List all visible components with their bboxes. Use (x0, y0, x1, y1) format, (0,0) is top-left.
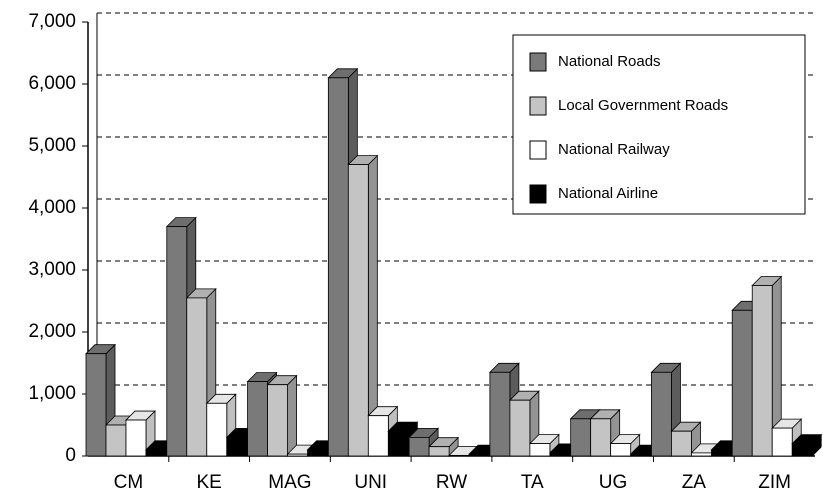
bar (791, 433, 823, 457)
legend-label: Local Government Roads (558, 97, 728, 114)
bar-front (327, 77, 349, 457)
bar-front (85, 353, 107, 457)
bar (428, 436, 460, 457)
x-tick-label: CM (114, 472, 144, 493)
bar (266, 374, 298, 457)
bar-front (731, 309, 753, 457)
y-tick-label: 5,000 (28, 135, 76, 156)
bar-front (691, 452, 712, 457)
legend-swatch (529, 184, 547, 204)
bar-front (206, 402, 228, 457)
bar-front (448, 454, 470, 457)
bar (751, 275, 783, 457)
bar-front (347, 164, 369, 457)
bar-front (509, 399, 531, 457)
legend-label: National Railway (558, 141, 670, 158)
bar-front (307, 449, 328, 457)
bar-front (651, 371, 672, 457)
bar-front (226, 436, 248, 457)
bar-front (145, 449, 167, 457)
bar (528, 433, 560, 457)
bar-side (287, 374, 297, 457)
bar-front (751, 285, 773, 457)
legend-swatch (529, 52, 547, 72)
x-tick-label: UNI (354, 472, 387, 493)
legend-label: National Airline (558, 185, 658, 202)
legend (512, 34, 806, 215)
x-tick-label: TA (521, 472, 544, 493)
x-tick-label: UG (599, 472, 628, 493)
x-tick-label: MAG (268, 472, 311, 493)
bar-front (711, 449, 732, 457)
bar-front (489, 371, 511, 457)
legend-swatch (529, 96, 547, 116)
x-tick-label: RW (436, 472, 467, 493)
x-tick-label: ZA (682, 472, 707, 493)
x-tick-label: KE (196, 472, 221, 493)
y-tick-label: 7,000 (28, 11, 76, 32)
bar-front (247, 381, 268, 457)
bar-front (387, 430, 409, 457)
bar-front (529, 443, 551, 457)
bar-front (771, 427, 793, 457)
bar-front (367, 415, 389, 457)
y-tick-label: 4,000 (28, 197, 76, 218)
bar-front (287, 453, 308, 457)
bar-front (166, 226, 188, 457)
bar-front (186, 297, 208, 457)
legend-swatch (529, 140, 547, 160)
y-tick-label: 0 (65, 445, 76, 466)
bar-front (549, 452, 571, 457)
y-tick-label: 6,000 (28, 73, 76, 94)
legend-label: National Roads (558, 53, 661, 70)
bar (347, 154, 379, 457)
x-tick-label: ZIM (758, 472, 791, 493)
bar (125, 410, 156, 457)
bar-front (590, 418, 612, 457)
bar-front (468, 453, 490, 457)
bar-front (671, 430, 692, 457)
bar-front (570, 418, 592, 457)
bar-front (408, 436, 430, 457)
bar (508, 390, 540, 457)
bar-front (630, 453, 652, 457)
bar-front (428, 446, 450, 457)
bar-front (105, 424, 127, 457)
bar-front (610, 443, 632, 457)
y-tick-label: 1,000 (28, 383, 76, 404)
y-tick-label: 3,000 (28, 259, 76, 280)
bar-front (267, 384, 288, 457)
bar-front (791, 443, 813, 457)
y-tick-label: 2,000 (28, 321, 76, 342)
bar-front (125, 419, 147, 457)
bar (609, 433, 641, 457)
